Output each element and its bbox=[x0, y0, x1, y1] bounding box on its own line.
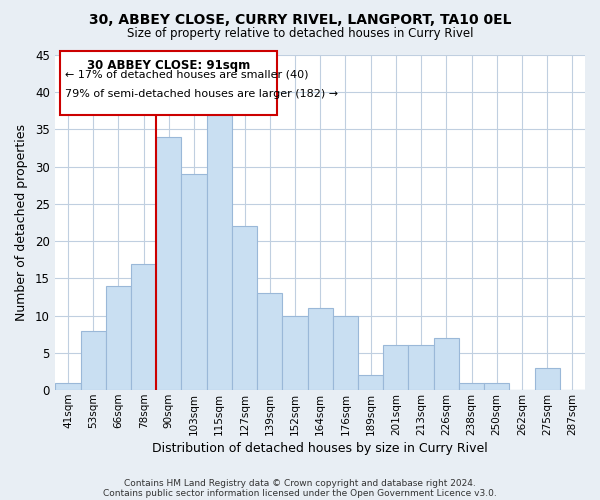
Bar bbox=[156, 137, 181, 390]
Bar bbox=[283, 316, 308, 390]
Bar bbox=[535, 368, 560, 390]
Bar bbox=[383, 346, 409, 390]
Bar bbox=[333, 316, 358, 390]
Text: 30 ABBEY CLOSE: 91sqm: 30 ABBEY CLOSE: 91sqm bbox=[87, 58, 250, 71]
Bar bbox=[55, 382, 80, 390]
Text: ← 17% of detached houses are smaller (40): ← 17% of detached houses are smaller (40… bbox=[65, 70, 309, 80]
Bar bbox=[206, 114, 232, 390]
Text: 30, ABBEY CLOSE, CURRY RIVEL, LANGPORT, TA10 0EL: 30, ABBEY CLOSE, CURRY RIVEL, LANGPORT, … bbox=[89, 12, 511, 26]
Text: Contains HM Land Registry data © Crown copyright and database right 2024.: Contains HM Land Registry data © Crown c… bbox=[124, 478, 476, 488]
Bar bbox=[106, 286, 131, 390]
Text: Contains public sector information licensed under the Open Government Licence v3: Contains public sector information licen… bbox=[103, 488, 497, 498]
Bar bbox=[308, 308, 333, 390]
X-axis label: Distribution of detached houses by size in Curry Rivel: Distribution of detached houses by size … bbox=[152, 442, 488, 455]
Bar bbox=[61, 52, 277, 114]
Text: Size of property relative to detached houses in Curry Rivel: Size of property relative to detached ho… bbox=[127, 28, 473, 40]
Bar bbox=[181, 174, 206, 390]
Bar bbox=[131, 264, 156, 390]
Bar bbox=[80, 330, 106, 390]
Text: 79% of semi-detached houses are larger (182) →: 79% of semi-detached houses are larger (… bbox=[65, 88, 338, 99]
Y-axis label: Number of detached properties: Number of detached properties bbox=[15, 124, 28, 321]
Bar bbox=[358, 376, 383, 390]
Bar bbox=[232, 226, 257, 390]
Bar bbox=[257, 294, 283, 390]
Bar bbox=[409, 346, 434, 390]
Bar bbox=[434, 338, 459, 390]
Bar bbox=[484, 382, 509, 390]
Bar bbox=[459, 382, 484, 390]
